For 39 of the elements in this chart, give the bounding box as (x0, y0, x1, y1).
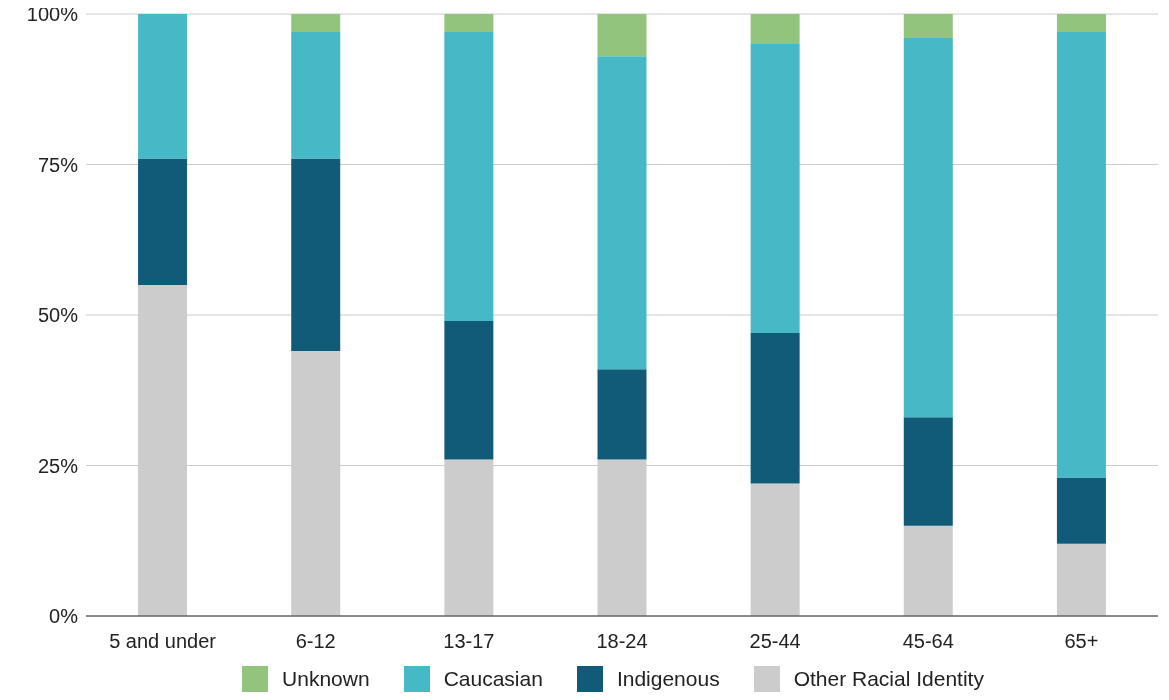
bar (138, 14, 188, 159)
x-tick-label: 25-44 (749, 630, 801, 653)
y-tick-label: 25% (37, 454, 79, 477)
bar (444, 14, 494, 33)
y-tick-label: 100% (26, 3, 79, 26)
bar (1056, 32, 1106, 478)
bar (291, 14, 341, 33)
y-tick-label: 75% (37, 153, 79, 176)
bar (291, 32, 341, 159)
bar (1056, 543, 1106, 616)
bar (138, 158, 188, 285)
bar (903, 417, 953, 526)
x-tick-label: 65+ (1064, 630, 1099, 653)
bar (597, 56, 647, 370)
y-tick-label: 50% (37, 304, 79, 327)
x-tick-label: 45-64 (902, 630, 954, 653)
x-tick-label: 13-17 (443, 630, 495, 653)
bar (903, 14, 953, 39)
bar (903, 38, 953, 418)
legend-label: Other Racial Identity (793, 667, 984, 691)
bar (750, 333, 800, 484)
y-tick-label: 0% (49, 605, 79, 628)
bar (1056, 14, 1106, 33)
bar (597, 14, 647, 57)
legend-label: Caucasian (443, 667, 543, 691)
bar (1056, 477, 1106, 544)
x-tick-label: 18-24 (596, 630, 648, 653)
legend-label: Unknown (282, 667, 370, 691)
bar (444, 321, 494, 460)
x-tick-label: 6-12 (295, 630, 336, 653)
bar (750, 44, 800, 334)
bar (903, 525, 953, 616)
x-tick-label: 5 and under (109, 630, 217, 653)
bar (750, 14, 800, 45)
legend-label: Indigenous (616, 667, 720, 691)
bar (291, 158, 341, 352)
bar (750, 483, 800, 616)
bar (597, 369, 647, 460)
bar (444, 32, 494, 322)
